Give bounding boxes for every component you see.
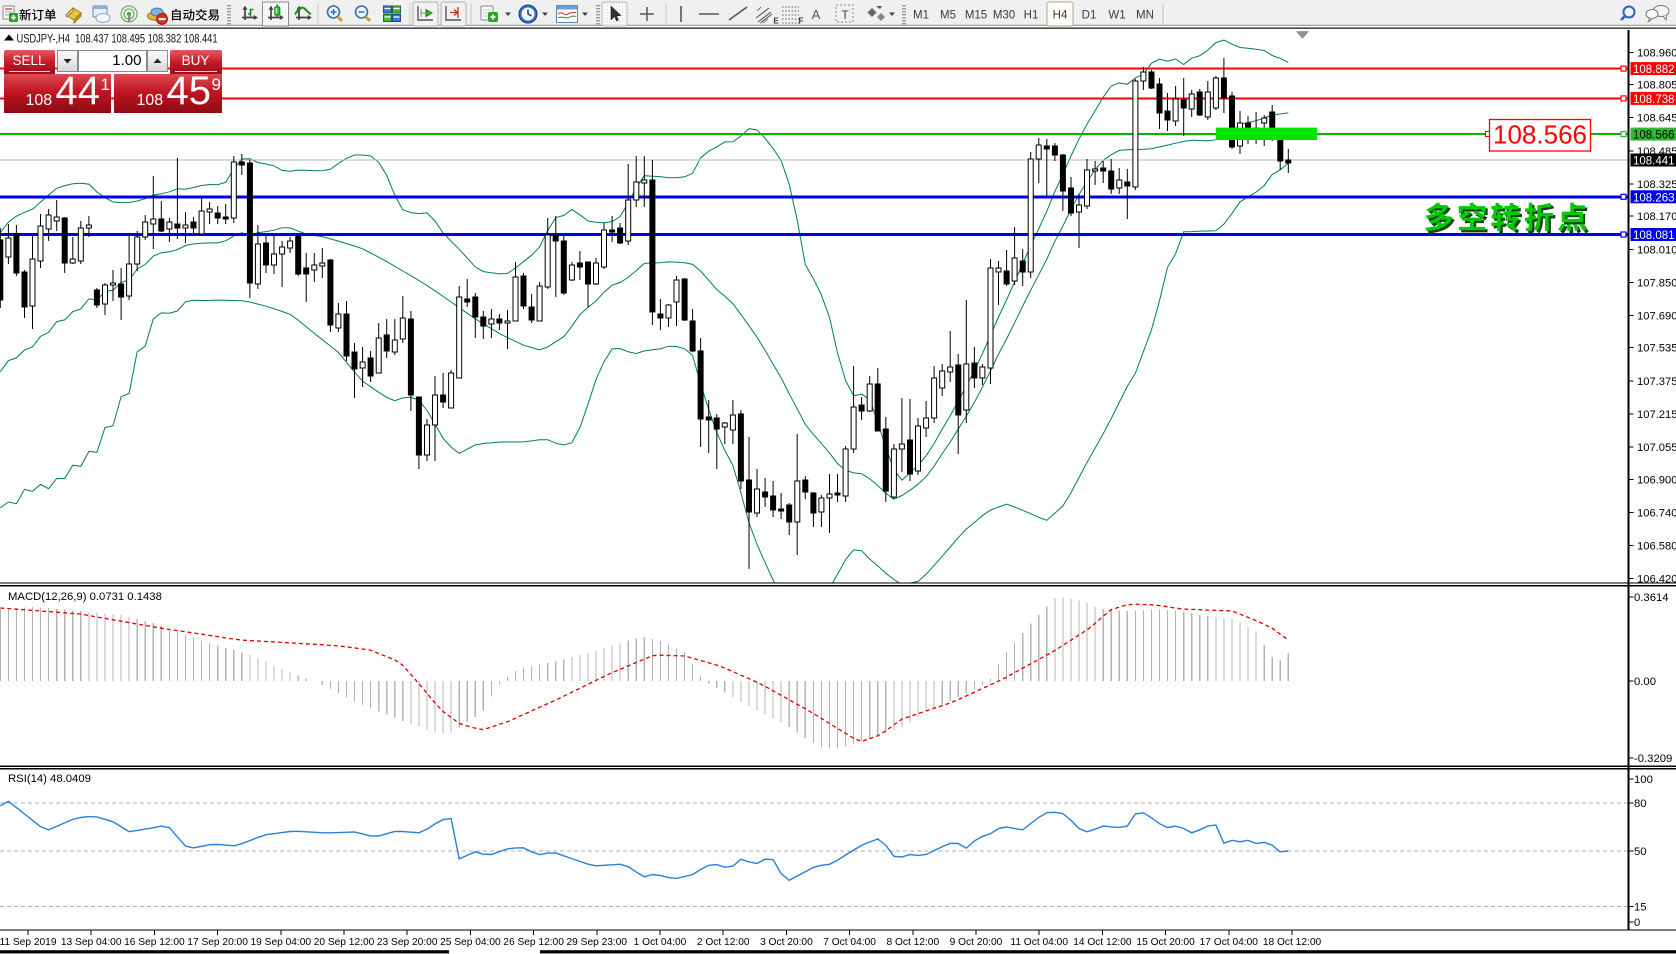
svg-text:15 Oct 20:00: 15 Oct 20:00 bbox=[1136, 937, 1195, 948]
svg-text:D1: D1 bbox=[1082, 10, 1097, 22]
svg-text:17 Oct 04:00: 17 Oct 04:00 bbox=[1200, 937, 1259, 948]
svg-text:16 Sep 12:00: 16 Sep 12:00 bbox=[124, 937, 185, 948]
svg-text:15: 15 bbox=[1634, 902, 1647, 914]
svg-text:108.441: 108.441 bbox=[1633, 156, 1675, 168]
svg-text:T: T bbox=[841, 8, 849, 22]
svg-text:3 Oct 20:00: 3 Oct 20:00 bbox=[760, 937, 813, 948]
svg-text:0: 0 bbox=[1634, 917, 1640, 929]
svg-text:7 Oct 04:00: 7 Oct 04:00 bbox=[823, 937, 876, 948]
svg-text:108.081: 108.081 bbox=[1633, 230, 1675, 242]
svg-text:MN: MN bbox=[1136, 10, 1154, 22]
svg-text:106.900: 106.900 bbox=[1637, 474, 1676, 486]
svg-text:H1: H1 bbox=[1024, 10, 1039, 22]
svg-text:14 Oct 12:00: 14 Oct 12:00 bbox=[1073, 937, 1132, 948]
svg-text:-0.3209: -0.3209 bbox=[1634, 753, 1672, 765]
svg-text:M15: M15 bbox=[965, 10, 987, 22]
svg-text:107.055: 107.055 bbox=[1637, 442, 1676, 454]
svg-text:2 Oct 12:00: 2 Oct 12:00 bbox=[697, 937, 750, 948]
svg-text:1 Oct 04:00: 1 Oct 04:00 bbox=[634, 937, 687, 948]
svg-text:107.535: 107.535 bbox=[1637, 343, 1676, 355]
svg-text:108.170: 108.170 bbox=[1637, 211, 1676, 223]
svg-text:107.850: 107.850 bbox=[1637, 277, 1676, 289]
svg-text:W1: W1 bbox=[1108, 10, 1125, 22]
svg-text:MACD(12,26,9) 0.0731 0.1438: MACD(12,26,9) 0.0731 0.1438 bbox=[8, 591, 162, 603]
svg-text:13 Sep 04:00: 13 Sep 04:00 bbox=[61, 937, 122, 948]
svg-text:0.3614: 0.3614 bbox=[1634, 592, 1669, 604]
svg-text:106.420: 106.420 bbox=[1637, 574, 1676, 586]
svg-text:A: A bbox=[812, 7, 821, 22]
svg-text:107.375: 107.375 bbox=[1637, 376, 1676, 388]
svg-text:11 Oct 04:00: 11 Oct 04:00 bbox=[1010, 937, 1068, 948]
svg-text:H4: H4 bbox=[1053, 10, 1068, 22]
svg-text:0.00: 0.00 bbox=[1634, 676, 1656, 688]
svg-text:29 Sep 23:00: 29 Sep 23:00 bbox=[566, 937, 627, 948]
svg-text:26 Sep 12:00: 26 Sep 12:00 bbox=[503, 937, 564, 948]
svg-text:9 Oct 20:00: 9 Oct 20:00 bbox=[950, 937, 1003, 948]
svg-text:106.740: 106.740 bbox=[1637, 507, 1676, 519]
svg-text:M30: M30 bbox=[993, 10, 1015, 22]
svg-text:17 Sep 20:00: 17 Sep 20:00 bbox=[187, 937, 248, 948]
svg-text:20 Sep 12:00: 20 Sep 12:00 bbox=[314, 937, 375, 948]
svg-text:18 Oct 12:00: 18 Oct 12:00 bbox=[1263, 937, 1322, 948]
svg-text:108.960: 108.960 bbox=[1637, 47, 1676, 59]
svg-text:108.566: 108.566 bbox=[1493, 120, 1587, 150]
svg-text:80: 80 bbox=[1634, 798, 1647, 810]
svg-text:25 Sep 04:00: 25 Sep 04:00 bbox=[440, 937, 501, 948]
svg-text:108.882: 108.882 bbox=[1633, 64, 1675, 76]
svg-text:108.805: 108.805 bbox=[1637, 80, 1676, 92]
svg-text:11 Sep 2019: 11 Sep 2019 bbox=[0, 937, 57, 948]
svg-text:F: F bbox=[799, 17, 804, 26]
svg-text:108.738: 108.738 bbox=[1633, 94, 1675, 106]
svg-text:M1: M1 bbox=[913, 10, 929, 22]
svg-text:RSI(14) 48.0409: RSI(14) 48.0409 bbox=[8, 773, 91, 785]
svg-text:23 Sep 20:00: 23 Sep 20:00 bbox=[377, 937, 438, 948]
svg-text:108.645: 108.645 bbox=[1637, 113, 1676, 125]
svg-text:19 Sep 04:00: 19 Sep 04:00 bbox=[250, 937, 311, 948]
svg-text:8 Oct 12:00: 8 Oct 12:00 bbox=[886, 937, 939, 948]
svg-text:E: E bbox=[773, 17, 779, 26]
svg-text:108.566: 108.566 bbox=[1633, 130, 1675, 142]
svg-text:108.325: 108.325 bbox=[1637, 179, 1676, 191]
svg-text:107.215: 107.215 bbox=[1637, 409, 1676, 421]
svg-text:108.010: 108.010 bbox=[1637, 244, 1676, 256]
svg-text:100: 100 bbox=[1634, 774, 1653, 786]
svg-text:M5: M5 bbox=[940, 10, 956, 22]
svg-text:107.690: 107.690 bbox=[1637, 311, 1676, 323]
svg-text:50: 50 bbox=[1634, 846, 1647, 858]
svg-text:108.263: 108.263 bbox=[1633, 192, 1675, 204]
svg-text:USDJPY-,H4 108.437 108.495 10: USDJPY-,H4 108.437 108.495 108.382 108.4… bbox=[17, 32, 218, 46]
svg-text:106.580: 106.580 bbox=[1637, 541, 1676, 553]
